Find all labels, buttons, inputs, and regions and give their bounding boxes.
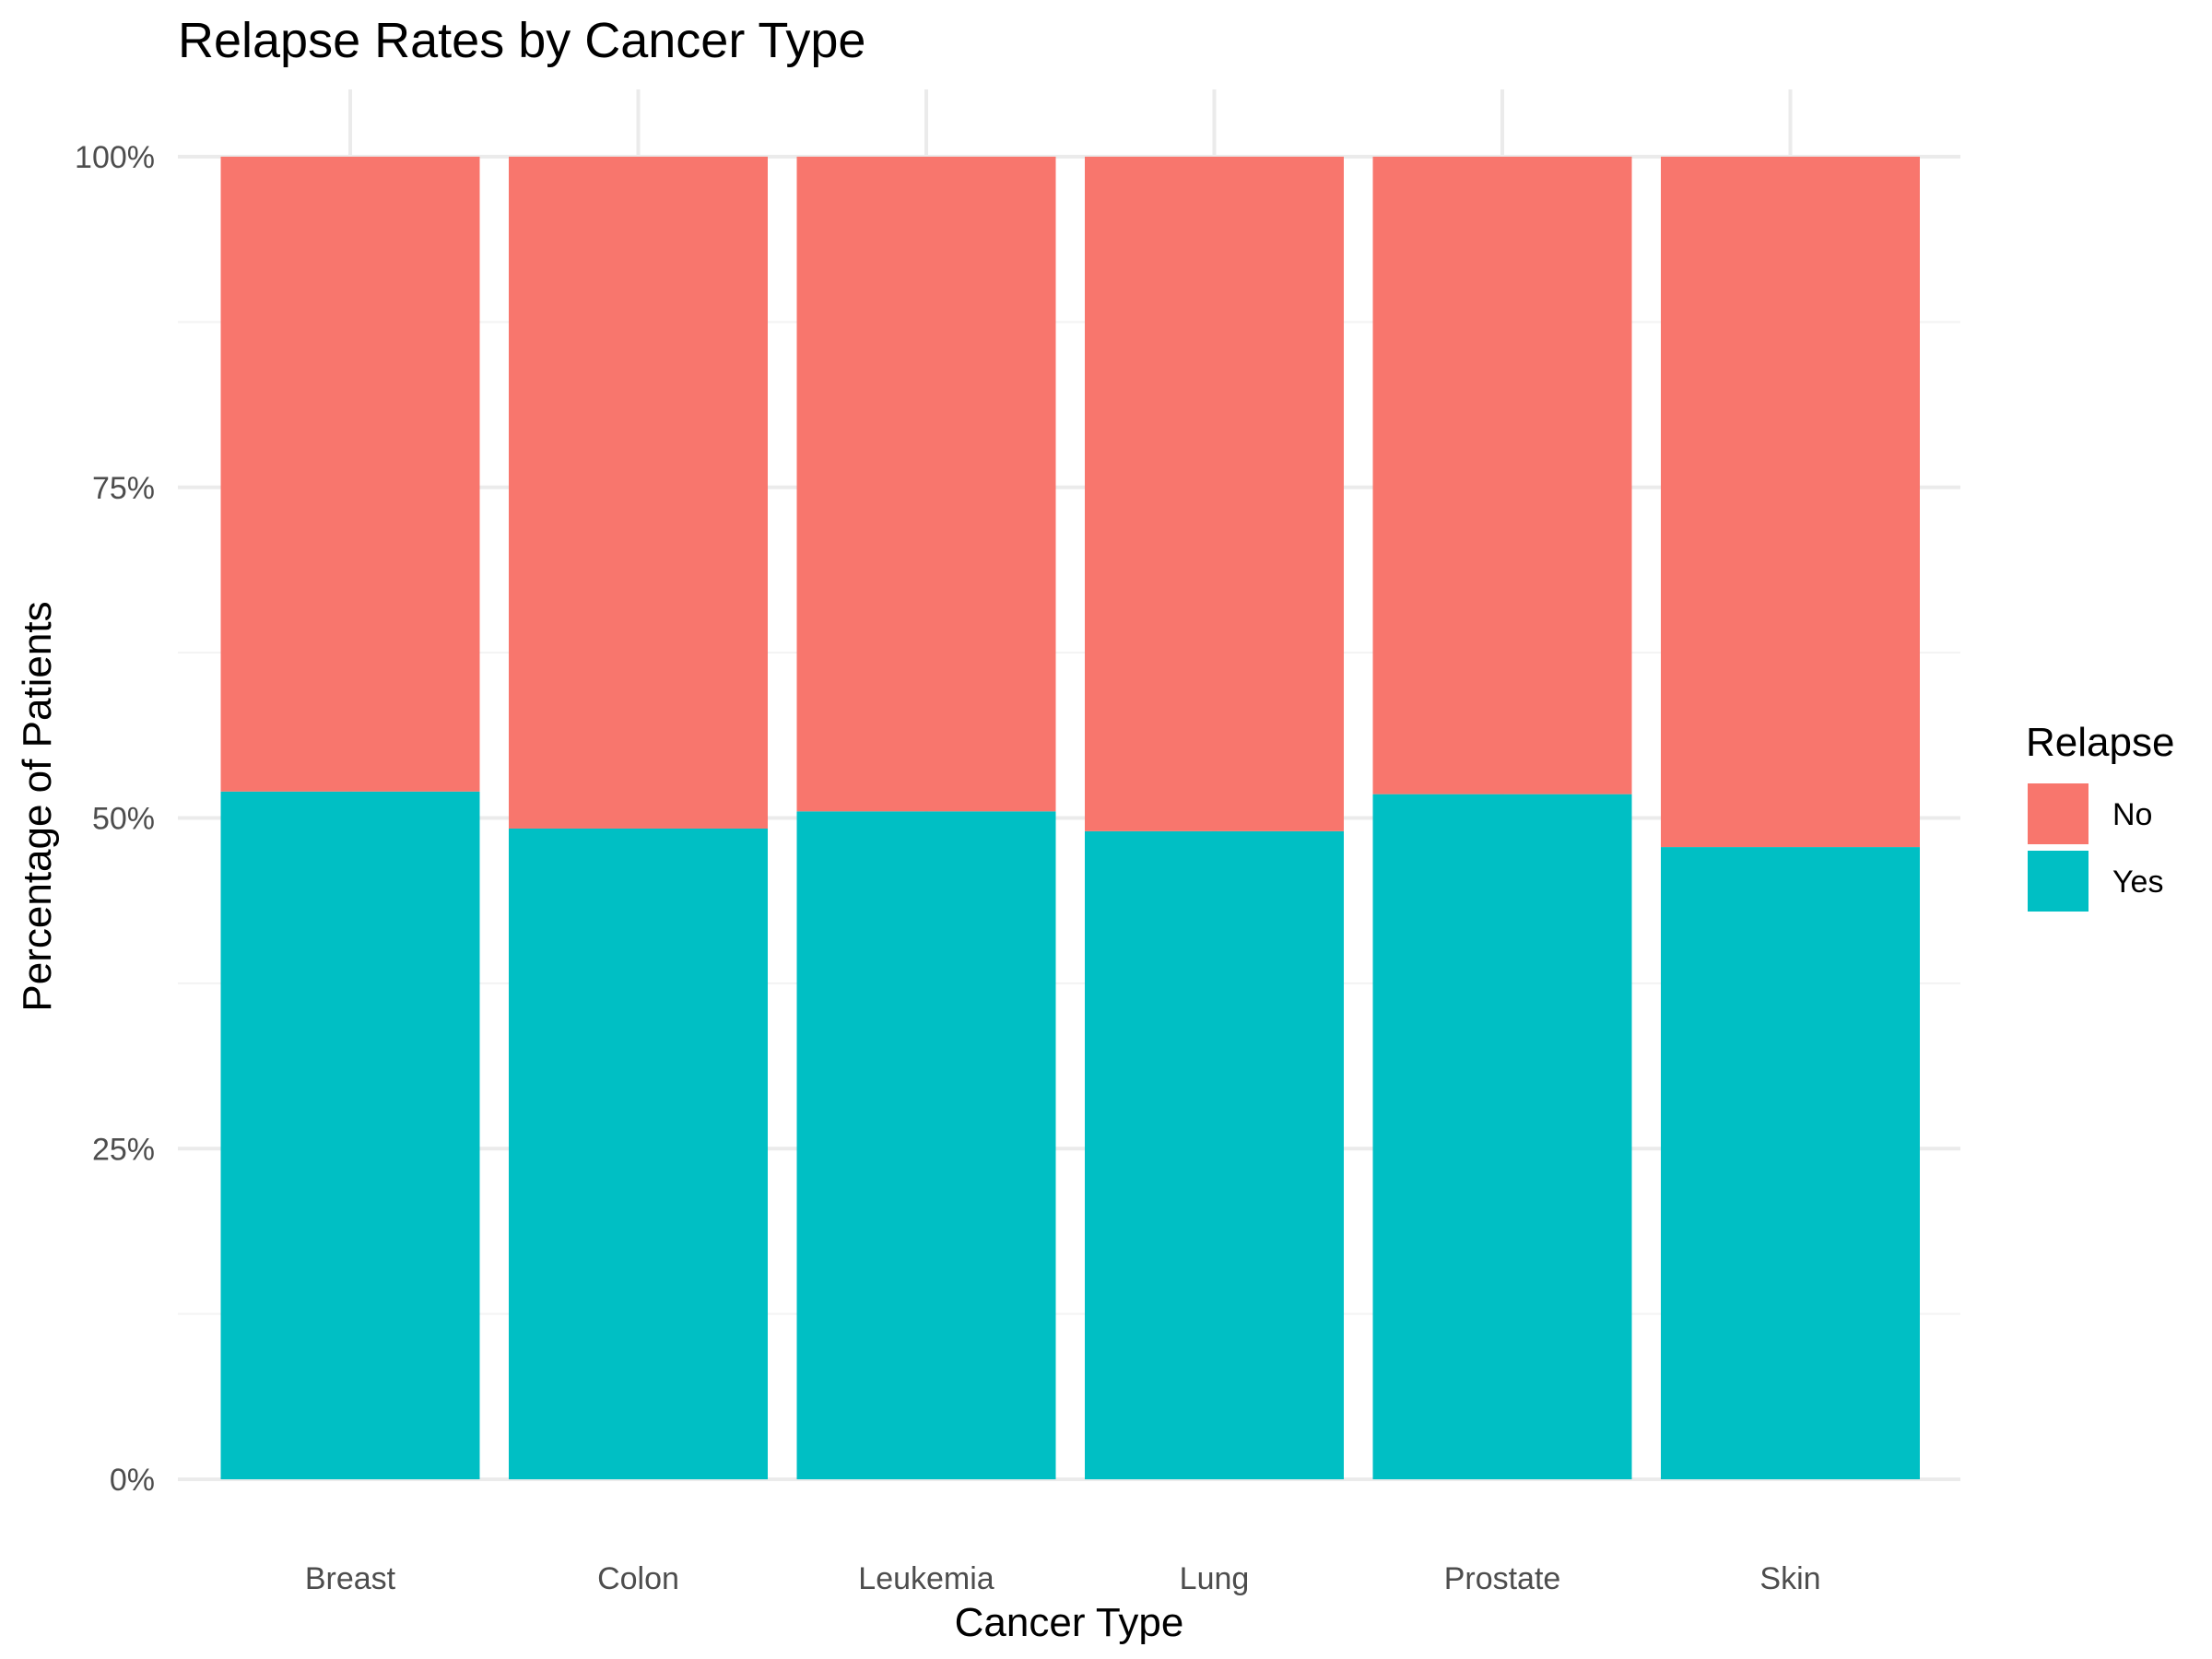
bar-breast-no: [220, 157, 480, 792]
x-tick-label: Breast: [305, 1561, 396, 1596]
bar-skin-yes: [1661, 847, 1920, 1479]
bar-colon-no: [509, 157, 768, 829]
bar-colon-yes: [509, 828, 768, 1479]
y-tick-label: 100%: [75, 140, 155, 175]
x-tick-label: Colon: [597, 1561, 679, 1596]
legend-label-yes: Yes: [2112, 865, 2163, 900]
y-axis-ticks: 0% 25% 50% 75% 100%: [75, 140, 155, 1498]
bar-breast-yes: [220, 791, 480, 1479]
bar-prostate-no: [1372, 157, 1632, 794]
bar-lung-no: [1085, 157, 1344, 831]
y-tick-label: 0%: [110, 1463, 155, 1498]
y-tick-label: 50%: [92, 802, 155, 837]
legend-swatch-yes: [2028, 851, 2088, 912]
x-tick-label: Prostate: [1444, 1561, 1561, 1596]
y-tick-label: 25%: [92, 1132, 155, 1167]
legend-label-no: No: [2112, 797, 2152, 832]
legend-swatch-no: [2028, 783, 2088, 844]
y-axis-title: Percentage of Patients: [15, 601, 60, 1011]
y-tick-label: 75%: [92, 471, 155, 506]
bar-prostate-yes: [1372, 794, 1632, 1479]
bar-leukemia-yes: [796, 811, 1056, 1479]
legend-title: Relapse: [2026, 720, 2174, 765]
x-tick-label: Lung: [1180, 1561, 1250, 1596]
bars: [220, 157, 1920, 1479]
bar-skin-no: [1661, 157, 1920, 848]
bar-leukemia-no: [796, 157, 1056, 812]
bar-lung-yes: [1085, 830, 1344, 1479]
x-axis-title: Cancer Type: [955, 1600, 1184, 1645]
legend: Relapse No Yes: [2026, 720, 2174, 912]
chart-title: Relapse Rates by Cancer Type: [178, 13, 865, 68]
x-axis-ticks: Breast Colon Leukemia Lung Prostate Skin: [305, 1561, 1821, 1596]
x-tick-label: Leukemia: [858, 1561, 994, 1596]
x-tick-label: Skin: [1759, 1561, 1820, 1596]
